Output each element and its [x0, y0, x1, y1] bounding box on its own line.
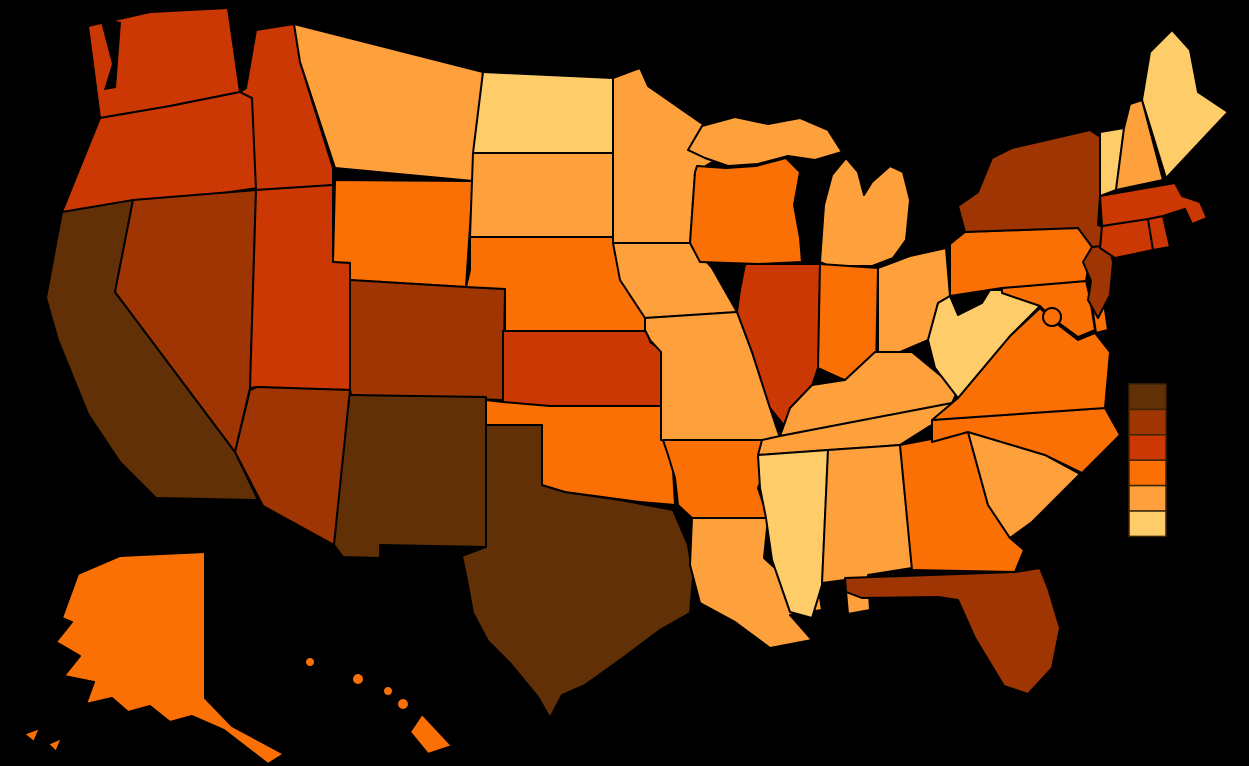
state-wyoming[interactable]: [332, 179, 474, 288]
legend-swatch-mid: [1128, 459, 1167, 487]
state-west-virginia[interactable]: [927, 289, 1041, 399]
state-montana[interactable]: [293, 23, 484, 182]
dc-marker-circle[interactable]: [1042, 307, 1062, 327]
state-arizona[interactable]: [234, 386, 351, 546]
hawaii-island-big-island[interactable]: [409, 713, 453, 755]
state-louisiana[interactable]: [689, 517, 823, 649]
hawaii-island-maui[interactable]: [396, 697, 410, 711]
hawaii-island-oahu[interactable]: [351, 672, 365, 686]
state-north-carolina[interactable]: [931, 407, 1121, 474]
state-alaska[interactable]: [55, 551, 285, 765]
state-kansas[interactable]: [502, 330, 664, 407]
hawaii-island-niihau[interactable]: [304, 656, 316, 668]
state-kentucky[interactable]: [779, 351, 959, 437]
state-rhode-island[interactable]: [1147, 215, 1171, 251]
state-michigan-lower-peninsula[interactable]: [819, 157, 911, 267]
state-south-dakota[interactable]: [469, 152, 614, 238]
alaska-aleutian-island[interactable]: [23, 727, 41, 743]
legend: [1128, 383, 1167, 538]
state-massachusetts[interactable]: [1099, 182, 1208, 227]
state-new-mexico[interactable]: [333, 389, 487, 559]
state-wisconsin[interactable]: [689, 157, 803, 265]
state-maine[interactable]: [1141, 29, 1229, 179]
hawaii-island-molokai[interactable]: [382, 685, 394, 697]
puget-sound-water: [100, 18, 121, 90]
state-colorado[interactable]: [349, 279, 506, 401]
legend-swatch-high: [1128, 408, 1167, 436]
state-arkansas[interactable]: [662, 439, 771, 519]
state-florida[interactable]: [844, 567, 1061, 695]
legend-swatch-low: [1128, 484, 1167, 512]
legend-swatch-highest: [1128, 383, 1167, 411]
state-michigan-upper-peninsula[interactable]: [687, 116, 843, 167]
legend-swatch-mid-high: [1128, 434, 1167, 461]
legend-swatch-lowest: [1128, 510, 1167, 538]
state-oklahoma[interactable]: [485, 399, 676, 506]
alaska-aleutian-island[interactable]: [47, 737, 63, 753]
state-north-dakota[interactable]: [472, 71, 614, 154]
state-new-hampshire[interactable]: [1115, 99, 1164, 191]
